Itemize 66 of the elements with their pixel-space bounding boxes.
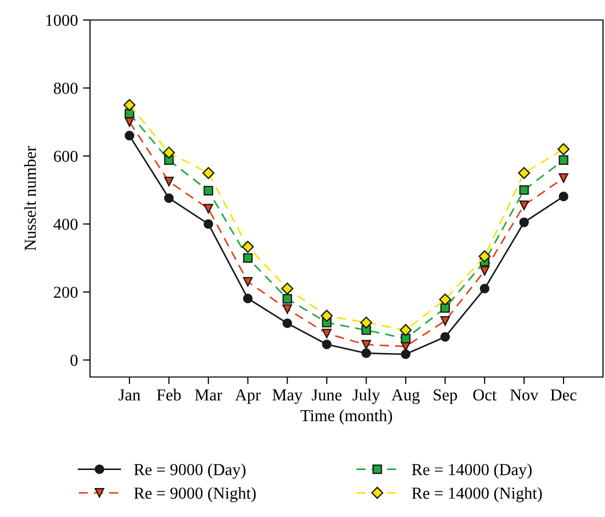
point: [519, 218, 529, 228]
x-tick-label: Apr: [235, 389, 261, 404]
point: [400, 349, 410, 360]
y-tick-label: 400: [54, 218, 78, 230]
point: [361, 340, 372, 350]
point: [558, 192, 568, 202]
point: [204, 186, 214, 196]
x-tick-label: Sep: [434, 389, 458, 404]
x-tick-label: Jan: [118, 389, 140, 401]
point: [478, 250, 491, 262]
y-tick-label: 1000: [46, 14, 78, 26]
point: [282, 318, 292, 328]
x-tick-label: May: [272, 389, 303, 404]
point: [282, 294, 292, 304]
legend-label: Re = 9000 (Night): [134, 487, 256, 502]
point: [480, 266, 490, 276]
y-tick-label: 800: [54, 82, 78, 94]
legend-label: Re = 14000 (Day): [412, 464, 532, 479]
y-tick-label: 0: [70, 354, 78, 366]
legend-label: Re = 14000 (Night): [412, 487, 542, 502]
point: [124, 130, 134, 140]
point: [282, 304, 292, 314]
point: [162, 146, 175, 159]
legend-label: Re = 9000 (Day): [134, 464, 246, 479]
point: [204, 204, 214, 214]
point: [440, 303, 450, 313]
point: [204, 219, 214, 229]
y-axis-title: Nusselt number: [24, 146, 36, 251]
point: [243, 253, 253, 263]
point: [361, 348, 372, 358]
x-tick-label: Mar: [194, 389, 222, 401]
x-tick-label: Oct: [473, 389, 497, 401]
point: [519, 185, 529, 195]
y-tick-label: 200: [54, 286, 78, 298]
point: [440, 332, 450, 342]
point: [480, 284, 490, 294]
point: [202, 166, 214, 180]
point: [281, 282, 294, 295]
point: [400, 324, 412, 336]
point: [322, 340, 332, 350]
point: [360, 316, 372, 329]
point: [518, 166, 530, 180]
point: [123, 98, 136, 112]
point: [243, 294, 253, 304]
x-tick-label: Aug: [392, 389, 420, 404]
x-tick-label: Dec: [550, 389, 576, 401]
point: [242, 240, 254, 253]
point: [558, 143, 570, 156]
point: [243, 277, 253, 287]
point: [519, 200, 529, 210]
point: [320, 310, 333, 322]
point: [440, 316, 450, 326]
point: [558, 155, 568, 165]
x-tick-label: Nov: [510, 389, 538, 401]
point: [558, 173, 568, 183]
point: [322, 328, 332, 338]
x-tick-label: July: [352, 388, 380, 404]
point: [439, 293, 452, 306]
point: [164, 193, 174, 203]
x-tick-label: June: [312, 389, 342, 401]
point: [124, 108, 134, 118]
x-tick-label: Feb: [156, 388, 181, 401]
point: [400, 334, 410, 344]
point: [164, 176, 174, 186]
x-axis-title: Time (month): [300, 410, 392, 425]
y-tick-label: 600: [54, 150, 78, 162]
